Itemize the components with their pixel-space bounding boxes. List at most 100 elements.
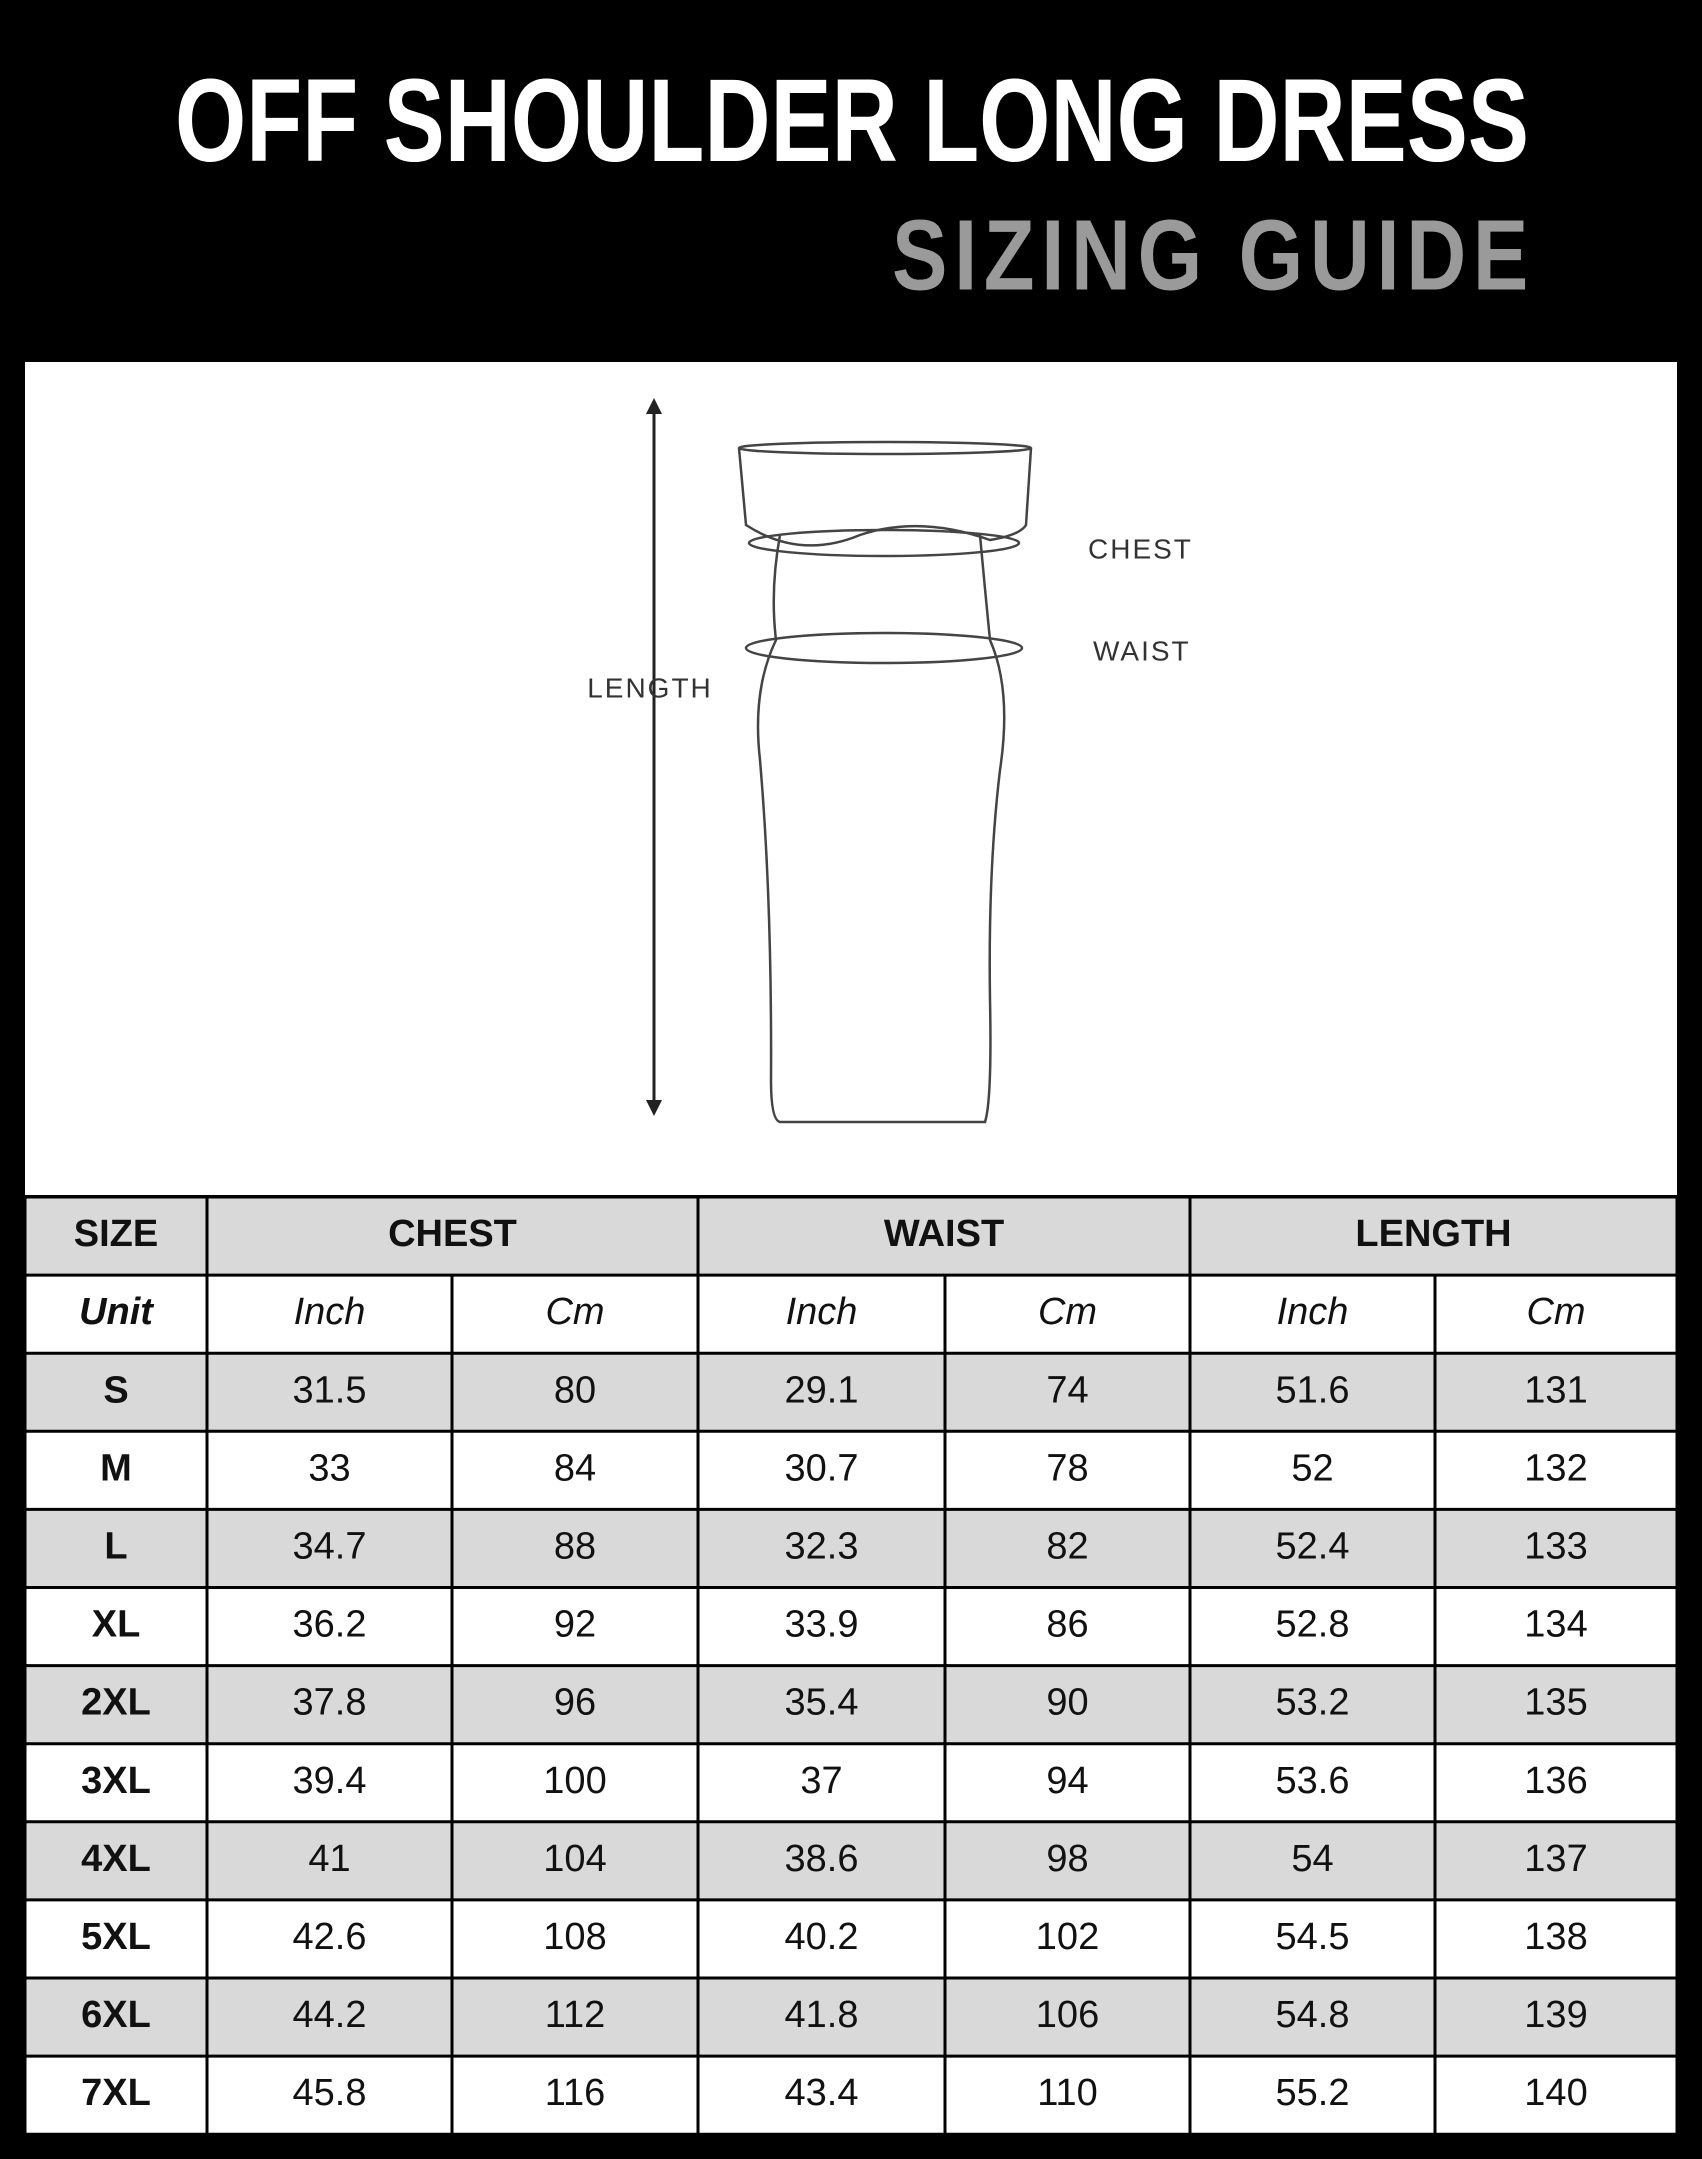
header-cell: LENGTH	[1355, 1213, 1511, 1255]
value-cell: 139	[1524, 1994, 1587, 2036]
size-cell: XL	[92, 1604, 141, 1646]
row-bg	[25, 1587, 1677, 1666]
unit-cell: Cm	[545, 1291, 604, 1333]
value-cell: 41.8	[785, 1994, 859, 2036]
value-cell: 53.6	[1276, 1760, 1350, 1802]
size-cell: M	[100, 1447, 132, 1489]
value-cell: 135	[1524, 1682, 1587, 1724]
value-cell: 43.4	[785, 2072, 859, 2114]
value-cell: 102	[1036, 1916, 1099, 1958]
value-cell: 138	[1524, 1916, 1587, 1958]
value-cell: 116	[545, 2072, 606, 2114]
title: OFF SHOULDER LONG DRESS	[175, 55, 1529, 187]
value-cell: 32.3	[785, 1525, 859, 1567]
row-bg	[25, 1665, 1677, 1744]
header-cell: CHEST	[388, 1213, 517, 1255]
value-cell: 90	[1046, 1682, 1088, 1724]
value-cell: 134	[1524, 1604, 1587, 1646]
row-bg	[25, 1275, 1677, 1354]
row-bg	[25, 1509, 1677, 1588]
chest-label: CHEST	[1088, 533, 1193, 564]
value-cell: 74	[1046, 1369, 1088, 1411]
value-cell: 54.5	[1276, 1916, 1350, 1958]
value-cell: 98	[1046, 1838, 1088, 1880]
value-cell: 33	[308, 1447, 350, 1489]
row-bg	[25, 1899, 1677, 1978]
unit-cell: Inch	[294, 1291, 366, 1333]
size-table: SIZE CHEST WAIST LENGTH Unit Inch Cm Inch Cm Inch…	[23, 1195, 1679, 2136]
value-cell: 52.8	[1276, 1604, 1350, 1646]
unit-cell: Inch	[1277, 1291, 1349, 1333]
value-cell: 104	[543, 1838, 606, 1880]
value-cell: 92	[554, 1604, 596, 1646]
value-cell: 39.4	[293, 1760, 367, 1802]
size-cell: L	[104, 1525, 127, 1567]
value-cell: 36.2	[293, 1604, 367, 1646]
value-cell: 136	[1524, 1760, 1587, 1802]
value-cell: 80	[554, 1369, 596, 1411]
value-cell: 55.2	[1276, 2072, 1350, 2114]
length-label: LENGTH	[587, 672, 713, 703]
diagram-panel	[25, 362, 1677, 1195]
value-cell: 37	[800, 1760, 842, 1802]
row-bg	[25, 1743, 1677, 1822]
value-cell: 132	[1524, 1447, 1587, 1489]
size-cell: 5XL	[81, 1916, 151, 1958]
value-cell: 42.6	[293, 1916, 367, 1958]
header-cell: SIZE	[74, 1213, 158, 1255]
value-cell: 41	[308, 1838, 350, 1880]
size-cell: 2XL	[81, 1682, 151, 1724]
value-cell: 108	[543, 1916, 606, 1958]
value-cell: 82	[1046, 1525, 1088, 1567]
value-cell: 29.1	[785, 1369, 859, 1411]
dress-drawing	[646, 398, 1033, 1124]
row-bg	[25, 2056, 1677, 2135]
row-bg	[25, 1821, 1677, 1900]
value-cell: 110	[1037, 2072, 1098, 2114]
value-cell: 38.6	[785, 1838, 859, 1880]
size-cell: 4XL	[81, 1838, 151, 1880]
value-cell: 94	[1046, 1760, 1088, 1802]
value-cell: 84	[554, 1447, 596, 1489]
value-cell: 45.8	[293, 2072, 367, 2114]
size-cell: S	[103, 1369, 128, 1411]
value-cell: 131	[1524, 1369, 1587, 1411]
value-cell: 140	[1524, 2072, 1587, 2114]
value-cell: 33.9	[785, 1604, 859, 1646]
unit-cell: Cm	[1526, 1291, 1585, 1333]
unit-cell: Inch	[786, 1291, 858, 1333]
value-cell: 37.8	[293, 1682, 367, 1724]
row-bg	[25, 1431, 1677, 1510]
row-bg	[25, 1353, 1677, 1432]
value-cell: 96	[554, 1682, 596, 1724]
value-cell: 133	[1524, 1525, 1587, 1567]
value-cell: 100	[543, 1760, 606, 1802]
unit-cell: Cm	[1038, 1291, 1097, 1333]
value-cell: 31.5	[293, 1369, 367, 1411]
value-cell: 54.8	[1276, 1994, 1350, 2036]
header-cell: WAIST	[884, 1213, 1004, 1255]
value-cell: 52	[1291, 1447, 1333, 1489]
value-cell: 88	[554, 1525, 596, 1567]
size-cell: 7XL	[81, 2072, 151, 2114]
value-cell: 86	[1046, 1604, 1088, 1646]
value-cell: 52.4	[1276, 1525, 1350, 1567]
value-cell: 137	[1524, 1838, 1587, 1880]
unit-cell: Unit	[79, 1291, 154, 1333]
value-cell: 78	[1046, 1447, 1088, 1489]
value-cell: 34.7	[293, 1525, 367, 1567]
subtitle: SIZING GUIDE	[892, 199, 1535, 311]
value-cell: 30.7	[785, 1447, 859, 1489]
row-bg	[25, 1197, 1677, 1276]
value-cell: 35.4	[785, 1682, 859, 1724]
value-cell: 106	[1036, 1994, 1099, 2036]
value-cell: 53.2	[1276, 1682, 1350, 1724]
row-bg	[25, 1978, 1677, 2057]
value-cell: 54	[1291, 1838, 1333, 1880]
value-cell: 51.6	[1276, 1369, 1350, 1411]
value-cell: 40.2	[785, 1916, 859, 1958]
size-cell: 6XL	[81, 1994, 151, 2036]
value-cell: 112	[545, 1994, 606, 2036]
